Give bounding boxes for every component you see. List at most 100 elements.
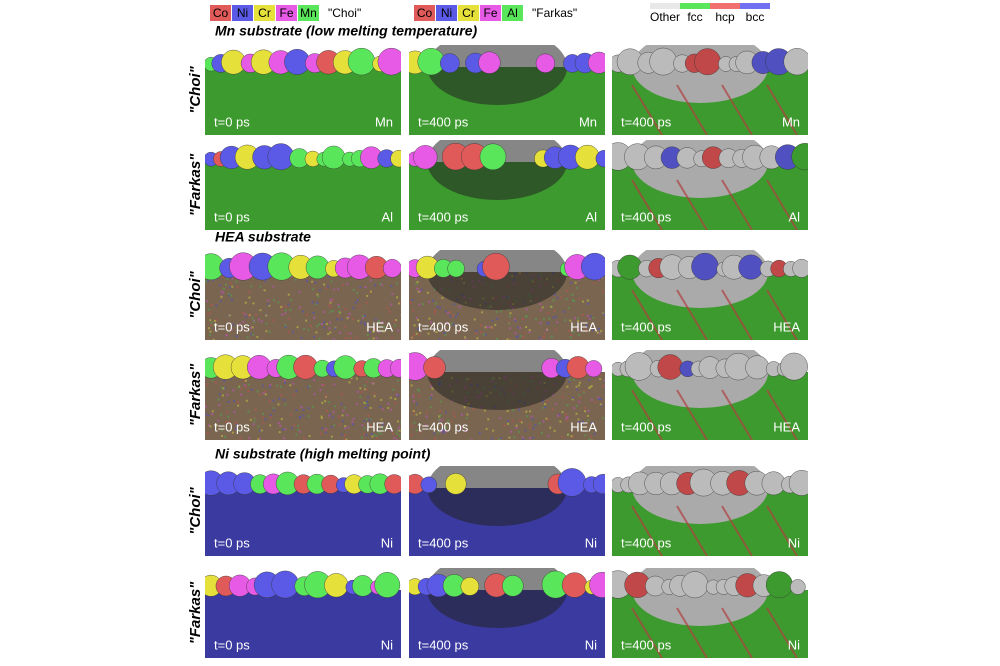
group-title: Ni substrate (high melting point) — [215, 446, 431, 462]
noise — [389, 408, 392, 411]
panel-content — [612, 45, 808, 135]
noise — [394, 397, 397, 400]
noise — [209, 425, 212, 428]
noise — [387, 406, 390, 409]
noise — [577, 418, 580, 421]
dislocation — [721, 289, 753, 340]
noise — [448, 425, 451, 428]
panel: t=400 ps Ni — [612, 568, 808, 658]
noise — [352, 307, 355, 310]
particle — [478, 51, 501, 74]
noise — [411, 395, 414, 398]
noise — [494, 323, 497, 326]
particle — [324, 573, 349, 598]
noise — [292, 393, 295, 396]
noise — [259, 285, 262, 288]
noise — [356, 292, 359, 295]
noise — [290, 413, 293, 416]
noise — [222, 275, 225, 278]
noise — [561, 435, 564, 438]
noise — [599, 403, 602, 406]
noise — [390, 336, 393, 339]
noise — [214, 381, 217, 384]
noise — [491, 326, 494, 329]
noise — [279, 385, 282, 388]
noise — [379, 282, 382, 285]
noise — [546, 418, 549, 421]
noise — [343, 438, 346, 440]
noise — [336, 318, 339, 321]
noise — [333, 424, 336, 427]
panel-content — [612, 250, 808, 340]
noise — [232, 399, 235, 402]
noise — [376, 437, 379, 440]
noise — [309, 324, 312, 327]
noise — [213, 324, 216, 327]
noise — [329, 310, 332, 313]
particle — [347, 47, 376, 76]
particle — [790, 579, 806, 595]
noise — [345, 336, 348, 339]
noise — [410, 425, 413, 428]
noise — [396, 296, 399, 299]
noise — [262, 421, 265, 424]
noise — [430, 321, 433, 324]
noise — [209, 334, 212, 337]
noise — [374, 327, 377, 330]
noise — [227, 400, 230, 403]
noise — [289, 309, 292, 312]
noise — [278, 431, 281, 434]
noise — [357, 390, 360, 393]
particle — [557, 468, 587, 497]
noise — [463, 406, 466, 409]
panel: t=0 ps Mn — [205, 47, 401, 135]
noise — [284, 428, 287, 431]
noise — [573, 378, 576, 381]
noise — [377, 320, 380, 323]
noise — [333, 288, 336, 291]
noise — [366, 333, 369, 336]
noise — [265, 322, 268, 325]
noise — [308, 385, 311, 388]
noise — [545, 329, 548, 332]
noise — [240, 393, 243, 396]
noise — [365, 433, 368, 436]
noise — [222, 387, 225, 390]
noise — [363, 388, 366, 391]
noise — [294, 339, 297, 340]
noise — [549, 426, 552, 429]
noise — [368, 338, 371, 340]
particle — [420, 476, 438, 494]
noise — [218, 404, 221, 407]
structure-label: bcc — [746, 10, 765, 24]
legend-label: Co — [417, 6, 433, 20]
noise — [259, 429, 262, 432]
noise — [283, 382, 286, 385]
noise — [229, 282, 232, 285]
noise — [223, 435, 226, 438]
particle — [479, 143, 507, 171]
panel: t=400 ps Ni — [612, 466, 808, 556]
noise — [587, 409, 590, 412]
noise — [450, 421, 453, 424]
legend-label: Ni — [237, 6, 248, 20]
noise — [237, 386, 240, 389]
particle — [447, 259, 465, 278]
noise — [296, 326, 299, 329]
noise — [220, 429, 223, 432]
noise — [357, 319, 360, 322]
noise — [264, 393, 267, 396]
panel: t=400 ps Mn — [409, 45, 605, 135]
noise — [366, 400, 369, 403]
noise — [578, 384, 581, 387]
noise — [258, 318, 261, 321]
noise — [596, 331, 599, 334]
dislocation — [766, 505, 798, 556]
noise — [347, 426, 350, 429]
noise — [363, 401, 366, 404]
noise — [397, 329, 400, 332]
particle — [780, 352, 808, 381]
noise — [295, 409, 298, 412]
noise — [210, 321, 213, 324]
noise — [428, 317, 431, 320]
